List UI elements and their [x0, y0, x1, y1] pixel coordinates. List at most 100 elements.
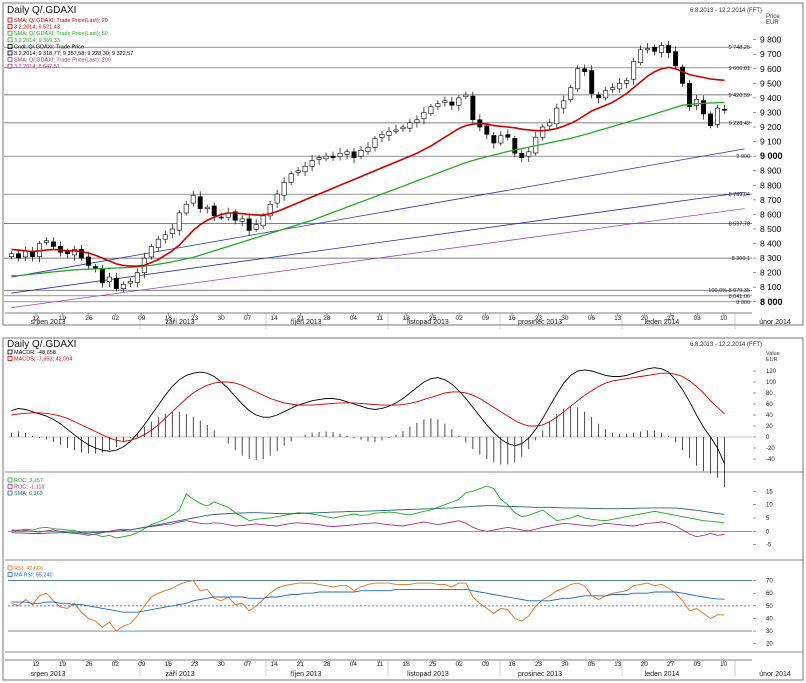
price-tick-label: 9 300 — [760, 107, 782, 117]
candle — [204, 206, 210, 209]
day-tick-label: 13 — [614, 661, 622, 668]
day-tick-label: 16 — [508, 315, 516, 322]
candle — [323, 155, 329, 160]
day-tick-label: 27 — [667, 315, 675, 322]
candle — [85, 256, 91, 266]
day-tick-label: 14 — [270, 315, 278, 322]
day-tick-label: 10 — [720, 661, 728, 668]
day-tick-label: 28 — [323, 661, 331, 668]
day-tick-label: 06 — [588, 661, 596, 668]
candle — [645, 48, 651, 51]
candle — [491, 135, 497, 144]
level-label: 9 420,59 — [729, 93, 750, 99]
candle — [526, 151, 532, 157]
candle — [372, 138, 378, 148]
price-tick-label: 8 300 — [760, 253, 782, 263]
candle — [358, 150, 364, 157]
legend-swatch — [7, 356, 13, 361]
candle — [470, 95, 476, 121]
series-line — [11, 505, 725, 534]
value-tick-label: 60 — [766, 402, 773, 408]
month-label: únor 2014 — [759, 671, 791, 678]
day-tick-label: 20 — [641, 661, 649, 668]
candle — [267, 203, 273, 217]
candle — [582, 68, 588, 72]
candle — [484, 125, 490, 135]
price-tick-label: 8 700 — [760, 195, 782, 205]
candle — [666, 45, 672, 54]
day-tick-label: 06 — [588, 315, 596, 322]
price-axis-title: Price — [766, 14, 780, 20]
value-tick-label: 30 — [766, 629, 773, 635]
level-label: 8 041,06 — [729, 294, 750, 300]
value-tick-label: 70 — [766, 579, 773, 585]
main-date-range: 6.8.2013 - 12.2.2014 (FFT) — [690, 8, 762, 14]
candle — [659, 45, 665, 53]
price-tick-label: 8 400 — [760, 239, 782, 249]
day-tick-label: 20 — [641, 315, 649, 322]
candle — [449, 101, 455, 106]
value-tick-label: 50 — [766, 604, 773, 610]
candle — [71, 249, 77, 256]
value-tick-label: 40 — [766, 413, 773, 419]
day-tick-label: 16 — [508, 661, 516, 668]
legend-swatch — [7, 24, 13, 30]
candle — [120, 284, 126, 289]
candle — [400, 126, 406, 130]
value-tick-label: 0 — [766, 435, 770, 441]
month-label: září 2013 — [165, 671, 194, 678]
legend-macd-entry: MACDR; -48,658 — [14, 350, 56, 356]
day-tick-label: 03 — [693, 661, 701, 668]
legend-swatch — [7, 565, 13, 571]
level-label: 8 537,78 — [729, 221, 750, 227]
legend-swatch — [7, 44, 13, 49]
legend-macd-entry: MACDS; -7,653; 42,004 — [14, 357, 72, 363]
legend-rsi-entry: RSI; 42,666 — [14, 566, 43, 572]
value-tick-label: 20 — [766, 424, 773, 430]
candle — [631, 61, 637, 80]
month-label: říjen 2013 — [290, 319, 321, 326]
candle — [260, 215, 266, 227]
candle — [456, 97, 462, 106]
trendline-lower-blue — [11, 191, 745, 294]
value-tick-label: -20 — [766, 446, 775, 452]
level-label: 9 228,42 — [729, 121, 750, 127]
day-tick-label: 30 — [561, 661, 569, 668]
day-tick-label: 11 — [376, 661, 383, 668]
price-tick-label: 8 800 — [760, 180, 782, 190]
candle — [218, 216, 224, 219]
candle — [498, 135, 504, 144]
candle — [680, 66, 686, 84]
value-tick-label: 0 — [766, 529, 770, 535]
candle — [519, 152, 525, 158]
candle — [365, 147, 371, 152]
candle — [386, 131, 392, 136]
day-tick-label: 25 — [429, 315, 437, 322]
price-tick-label: 8 500 — [760, 224, 782, 234]
candle — [407, 122, 413, 129]
candle — [113, 277, 119, 289]
month-label: únor 2014 — [759, 319, 791, 326]
candle — [274, 193, 280, 204]
day-tick-label: 10 — [720, 315, 728, 322]
candle — [316, 157, 322, 160]
month-label: listopad 2013 — [407, 319, 449, 326]
legend-swatch — [7, 349, 13, 355]
candle — [246, 218, 252, 231]
candle — [540, 126, 546, 138]
candle — [435, 103, 441, 107]
candle — [176, 212, 182, 231]
legend-swatch — [7, 572, 13, 577]
candle — [197, 196, 203, 209]
day-tick-label: 28 — [323, 315, 331, 322]
day-tick-label: 02 — [112, 661, 120, 668]
candle — [722, 108, 727, 111]
series-line — [11, 485, 725, 539]
day-tick-label: 03 — [693, 315, 701, 322]
value-tick-label: 60 — [766, 591, 773, 597]
lower-date-range: 6.8.2013 - 12.2.2014 (FFT) — [690, 342, 762, 348]
day-tick-label: 09 — [138, 315, 146, 322]
legend-roc-entry: ROC; 3,157 — [14, 478, 43, 484]
day-tick-label: 16 — [165, 661, 173, 668]
day-tick-label: 26 — [85, 661, 93, 668]
